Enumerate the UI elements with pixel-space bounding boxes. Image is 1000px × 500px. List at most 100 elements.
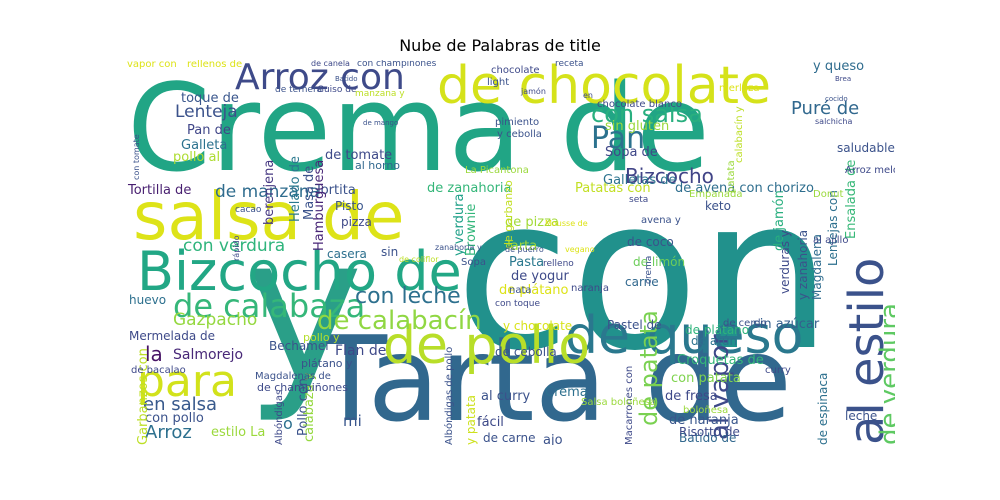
word-pimiento: pimiento	[495, 117, 540, 128]
word-o: o	[283, 414, 293, 433]
word-con: con	[455, 152, 833, 397]
word-de-limon: de limón	[633, 255, 686, 269]
word-de-coliflor: de coliflor	[399, 255, 439, 264]
word-y-zanahoria: y zanahoria	[796, 229, 810, 300]
word-de-calabacin: de calabacín	[317, 306, 482, 336]
word-de-canela: de canela	[311, 60, 350, 68]
word-de-manzana: de manzana	[215, 182, 320, 202]
word-crema: crema	[644, 255, 654, 284]
word-receta: receta	[555, 60, 584, 69]
word-batido: Batido	[335, 75, 358, 83]
word-keto: keto	[705, 199, 731, 213]
word-relleno: relleno	[543, 259, 574, 269]
word-la: la	[145, 342, 163, 366]
word-seta: seta	[629, 195, 649, 205]
word-la-picantona: La Picantona	[465, 165, 529, 176]
word-de-fresa: de fresa	[665, 389, 718, 404]
word-de-yogur: de yogur	[511, 269, 569, 284]
word-gazpacho: Gazpacho	[173, 310, 258, 330]
word-flan-de: Flan de	[335, 343, 387, 359]
word-chocolate: chocolate	[491, 65, 540, 76]
word-mi: mi	[343, 412, 362, 430]
word-y: y	[245, 193, 364, 426]
word-batido-de: Batido de	[679, 431, 737, 445]
word-toque-de: toque de	[181, 91, 239, 106]
word-de-naranja: de naranja	[669, 413, 739, 428]
word-galleta: Galleta	[181, 138, 228, 153]
word-de-cerdo: de cerdo	[723, 318, 767, 329]
word-para: para	[137, 356, 237, 407]
word-de-avena-con-chorizo: de avena con chorizo	[675, 181, 814, 196]
word-salsa-de: salsa de	[133, 178, 405, 255]
word-berenjena: berenjena	[262, 159, 277, 225]
word-de-verdura: de verdura	[875, 303, 895, 445]
word-de-coco: de coco	[627, 235, 674, 249]
word-de-chocolate: de chocolate	[437, 60, 771, 116]
word-risotto-de: Risotto de	[679, 425, 740, 439]
word-merluza: merluza	[719, 83, 760, 94]
word-arroz: Arroz	[145, 422, 192, 443]
word-bizcocho: Bizcocho	[625, 164, 714, 188]
word-pan: Pan	[591, 121, 646, 156]
word-curry: curry	[765, 365, 791, 376]
word-salsa-bolonesa: Salsa boloñesa	[581, 397, 656, 408]
word-de-cebolla: de cebolla	[495, 345, 557, 359]
word-zanahoria-y: zanahoria y	[435, 243, 482, 252]
word-lentejas-con: Lentejas con	[826, 190, 840, 266]
word-galletas-de: Galletas de	[603, 173, 677, 188]
word-manzana-y: manzana y	[355, 89, 405, 99]
word-sin-gluten: sin gluten	[605, 119, 670, 134]
word-en: en	[583, 91, 593, 100]
word-albondigas-de-pollo: Albóndigas de pollo	[444, 346, 455, 445]
word-tarta: Tarta	[505, 239, 538, 254]
word-con-verdura: con verdura	[183, 236, 286, 256]
word-tortita: Tortita	[315, 183, 356, 198]
word-de-tomate: de tomate	[325, 148, 393, 163]
word-vapor-con: vapor con	[127, 60, 177, 70]
word-y-patata: y patata	[464, 394, 478, 445]
word-con-pollo: con pollo	[145, 411, 204, 426]
word-brea: Brea	[835, 75, 852, 83]
word-de-atun: de atún	[691, 334, 738, 348]
word-al-ajillo: al ajillo	[813, 235, 849, 246]
word-de-garbanzo: de garbanzo	[502, 180, 515, 249]
word-de-pollo: de pollo	[383, 316, 591, 376]
word-donut: Donut	[813, 189, 844, 200]
word-magdalenas-de: Magdalenas de	[255, 371, 331, 382]
word-y-cebolla: y cebolla	[497, 129, 542, 140]
word-de-platano: de plátano	[685, 323, 750, 337]
word-sin-azucar: sin azúcar	[753, 317, 820, 332]
word-light: light	[487, 77, 510, 88]
word-leche: leche	[845, 409, 878, 423]
word-lenteja: Lenteja	[175, 102, 238, 122]
word-pizza: pizza	[341, 215, 372, 229]
word-estilo-la: estilo La	[211, 425, 266, 440]
word-cocido: cocido	[825, 95, 848, 103]
word-rellenos-de: rellenos de	[187, 60, 243, 70]
word-pan-de: Pan de	[187, 123, 231, 138]
word-croquetas-de: Croquetas de	[677, 353, 764, 368]
word-con-toque: con toque	[495, 299, 541, 309]
word-rapido: rápido	[232, 235, 241, 261]
word-hamburguesa: Hamburguesa	[312, 159, 327, 251]
word-con-patata: con patata	[671, 371, 741, 386]
word-salchicha: salchicha	[815, 117, 853, 126]
word-pisto: Pisto	[335, 199, 364, 213]
word-naranja: naranja	[571, 283, 609, 294]
word-sin: sin	[381, 245, 399, 259]
word-de-calabaza: de calabaza	[173, 287, 366, 325]
word-helado-de: Helado de	[288, 156, 303, 222]
word-empanada: Empanada	[689, 189, 743, 200]
word-tortilla-de: Tortilla de	[128, 183, 192, 198]
word-salmorejo: Salmorejo	[173, 347, 244, 363]
word-de-ternera: de ternera	[275, 85, 323, 95]
word-avena-y: avena y	[641, 215, 681, 226]
word-con-leche: con leche	[355, 284, 461, 309]
word-sopa: Sopa	[461, 257, 486, 268]
word-casera: casera	[327, 247, 367, 261]
word-vegano: vegano	[565, 245, 595, 254]
word-pastel-de: Pastel de	[607, 318, 662, 332]
word-albondigas: Albóndigas	[274, 389, 285, 445]
word-arroz-con: Arroz con	[235, 60, 405, 98]
word-nata: nata	[509, 285, 532, 296]
